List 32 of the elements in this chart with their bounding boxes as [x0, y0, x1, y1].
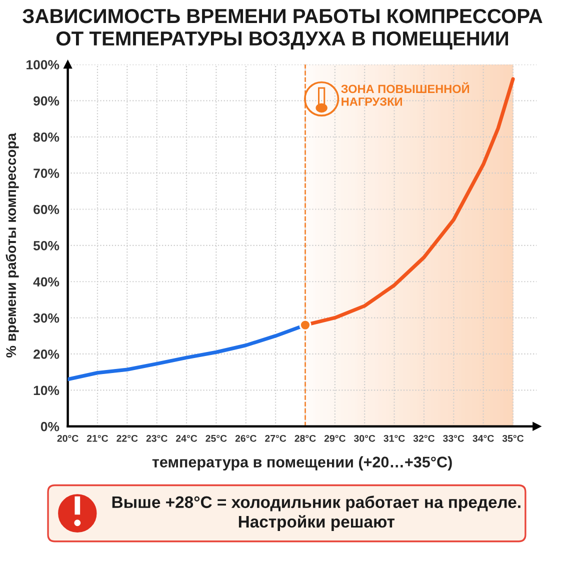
y-axis-title: % времени работы компрессора [6, 132, 19, 358]
x-tick-label: 21°C [86, 434, 108, 442]
y-tick-label: 70% [34, 168, 60, 178]
x-tick-label: 26°C [235, 434, 256, 442]
y-tick-label: 60% [34, 204, 60, 214]
x-tick-label: 24°C [176, 434, 198, 442]
y-tick-label: 80% [33, 132, 60, 142]
y-tick-label: 90% [34, 96, 60, 106]
x-tick-label: 33°C [443, 434, 464, 442]
y-tick-label: 100% [26, 60, 60, 70]
text: Выше +28°C = холодильник работает на пределе. Настройки решают [112, 496, 520, 531]
y-tick-label: 50% [33, 241, 60, 250]
x-tick-label: 35°C [502, 434, 524, 442]
x-tick-label: 34°C [472, 434, 494, 442]
chart-title: ЗАВИСИМОСТЬ ВРЕМЕНИ РАБОТЫ КОМПРЕССОРА ОТ ТЕМПЕРАТУРЫ ВОЗДУХА В ПОМЕЩЕНИИ [22, 8, 542, 50]
x-tick-label: 32°C [413, 434, 435, 442]
x-tick-label: 29°C [324, 434, 346, 442]
x-tick-label: 25°C [206, 434, 227, 442]
x-tick-label: 22°C [116, 434, 138, 442]
x-tick-label: 23°C [146, 434, 168, 442]
y-tick-label: 10% [34, 386, 60, 396]
band-label: ЗОНА ПОВЫШЕННОЙ НАГРУЗКИ [341, 82, 470, 106]
x-tick-label: 28°C [294, 434, 316, 442]
x-tick-label: 31°C [384, 434, 405, 442]
x-tick-label: 27°C [265, 434, 286, 442]
y-tick-label: 40% [33, 277, 60, 287]
y-tick-label: 20% [34, 350, 60, 359]
x-axis-title: температура в помещении (+20…+35°C) [152, 456, 452, 470]
x-tick-label: 20°C [57, 434, 78, 442]
y-tick-label: 0% [40, 422, 60, 432]
x-tick-label: 30°C [354, 434, 376, 442]
y-tick-label: 30% [33, 313, 60, 323]
